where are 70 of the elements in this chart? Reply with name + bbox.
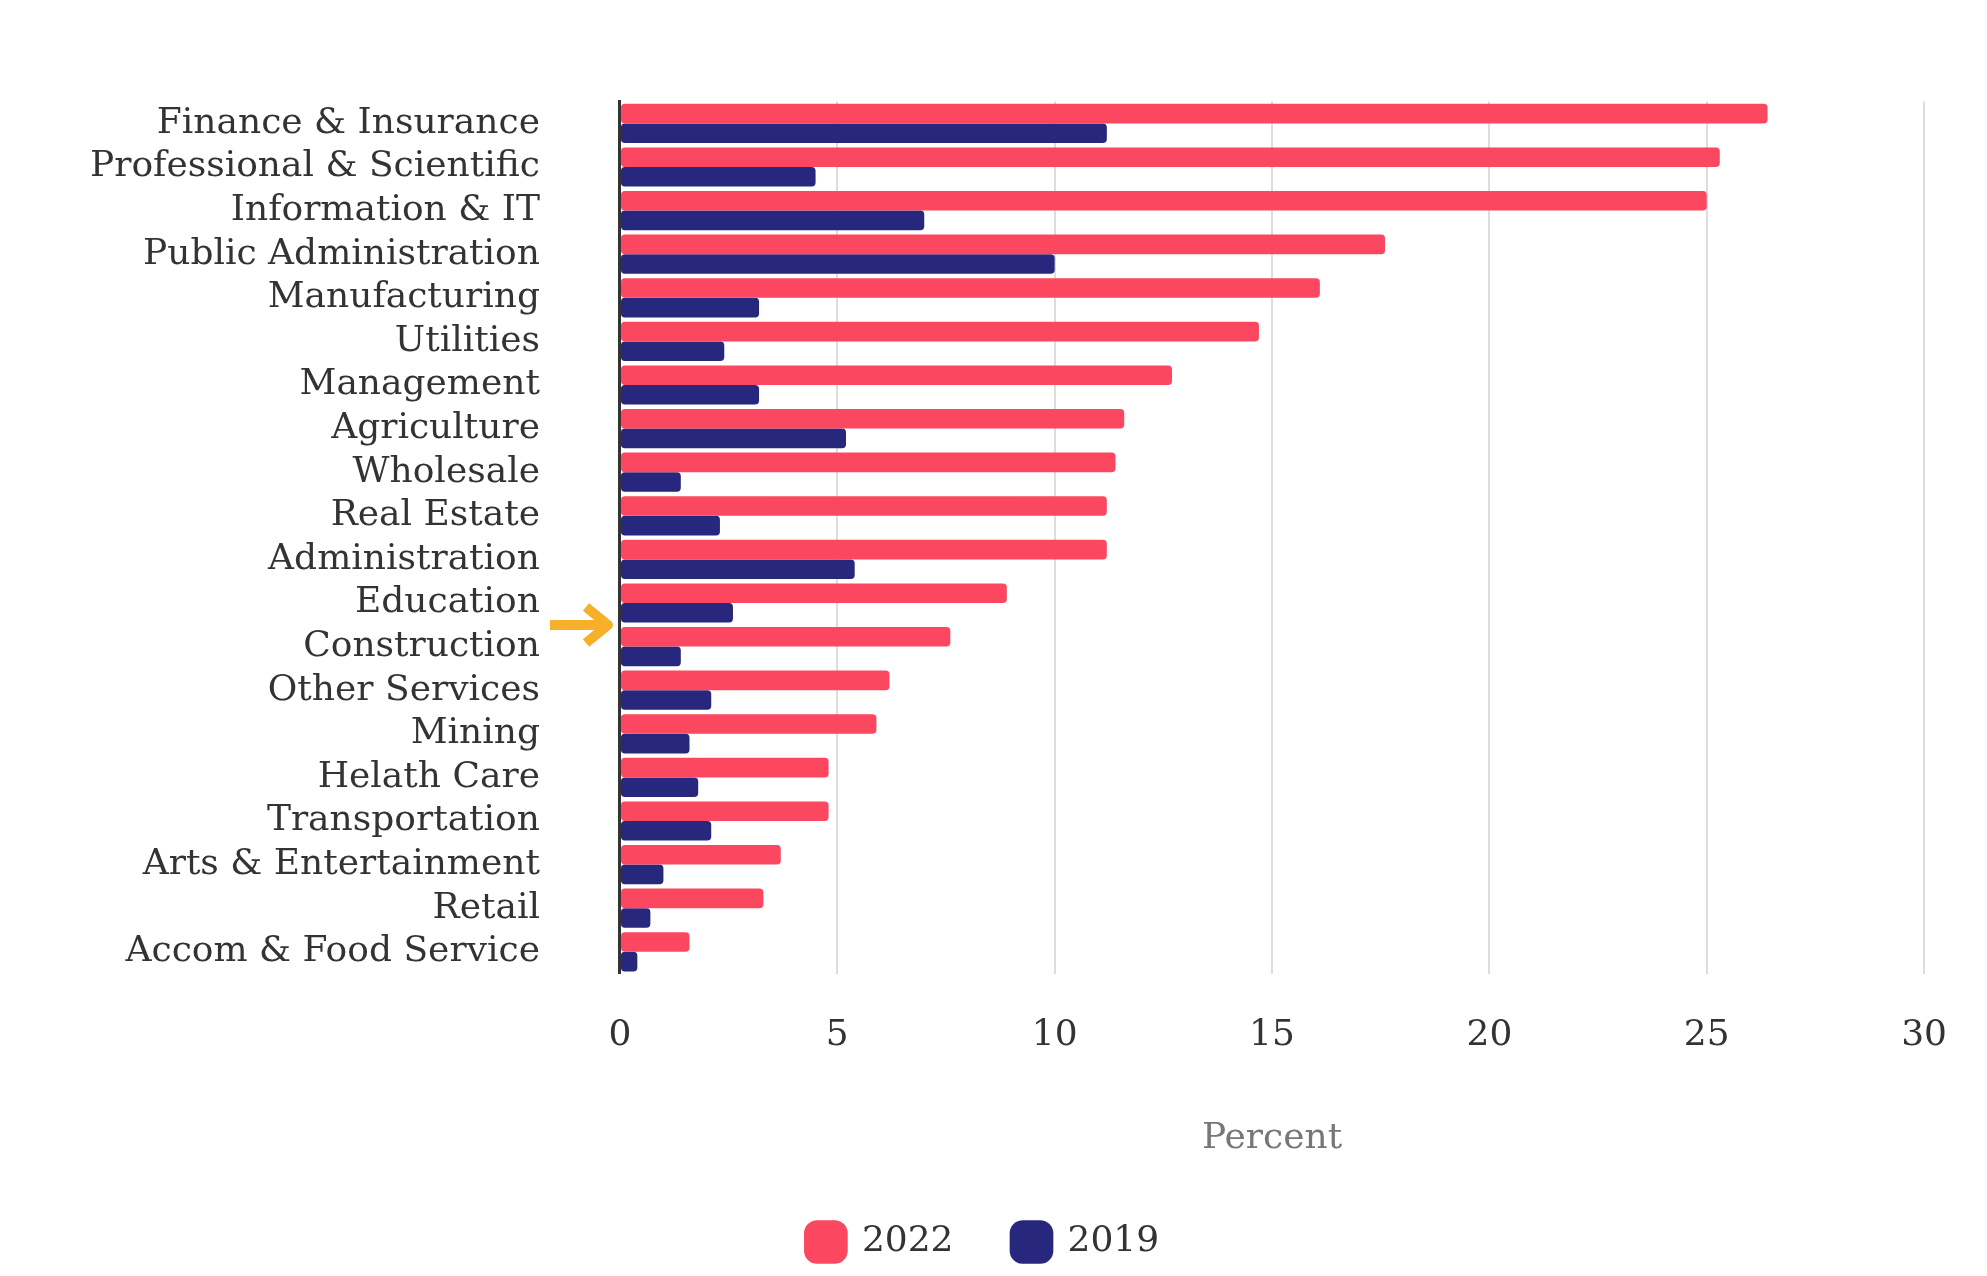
bar (620, 341, 725, 362)
legend-label: 2022 (861, 1218, 954, 1260)
x-tick-label: 15 (1249, 1011, 1295, 1053)
bar (620, 951, 638, 972)
bar (620, 234, 1386, 255)
bar (620, 908, 651, 928)
x-tick-label: 0 (608, 1011, 632, 1053)
y-tick-label: Helath Care (317, 753, 540, 795)
x-axis-title: Percent (1201, 1114, 1343, 1156)
y-tick-label: Information & IT (230, 186, 540, 228)
x-tick-label: 25 (1683, 1011, 1730, 1053)
bar (620, 888, 764, 909)
bar (620, 428, 846, 449)
y-tick-label: Professional & Scientific (89, 143, 540, 185)
y-tick-label: Accom & Food Service (124, 928, 540, 970)
bar (620, 626, 951, 647)
y-tick-label: Real Estate (330, 492, 540, 534)
bar (620, 167, 816, 187)
y-tick-label: Wholesale (352, 448, 540, 490)
bar (620, 801, 829, 821)
x-tick-label: 20 (1466, 1011, 1513, 1053)
y-tick-label: Public Administration (143, 230, 540, 272)
bar (620, 646, 681, 667)
bar (620, 559, 855, 580)
y-tick-label: Management (299, 361, 541, 403)
y-tick-label: Retail (432, 884, 540, 926)
bar (620, 690, 712, 710)
y-tick-label: Education (354, 579, 540, 621)
y-tick-label: Administration (267, 535, 540, 577)
x-tick-label: 5 (825, 1011, 849, 1053)
bar (620, 496, 1107, 516)
y-tick-label: Mining (410, 710, 540, 752)
bar (620, 932, 690, 952)
bar (620, 670, 890, 691)
bar (620, 408, 1125, 429)
y-tick-label: Arts & Entertainment (141, 840, 541, 882)
bar (620, 821, 712, 841)
y-tick-label: Manufacturing (267, 274, 540, 316)
bar (620, 385, 760, 405)
y-tick-label: Transportation (266, 797, 540, 839)
bar (620, 472, 681, 492)
bar (620, 278, 1320, 298)
y-tick-label: Utilities (394, 317, 540, 359)
bar (620, 365, 1173, 385)
bar (620, 147, 1720, 167)
bar (620, 210, 925, 231)
y-tick-label: Finance & Insurance (156, 99, 540, 141)
x-tick-label: 30 (1901, 1011, 1947, 1053)
bar (620, 103, 1768, 124)
y-tick-label: Agriculture (330, 404, 540, 446)
bar (620, 123, 1107, 144)
bar (620, 757, 829, 778)
legend-label: 2019 (1067, 1218, 1160, 1260)
bar (620, 777, 699, 798)
bar (620, 254, 1055, 274)
bar (620, 297, 760, 318)
bar (620, 714, 877, 734)
bar (620, 733, 690, 754)
bar (620, 452, 1116, 473)
bar (620, 515, 720, 536)
bar (620, 844, 781, 865)
x-tick-label: 10 (1031, 1011, 1078, 1053)
bar (620, 190, 1707, 211)
bar (620, 539, 1107, 560)
y-tick-label: Construction (303, 622, 540, 664)
bar (620, 321, 1259, 342)
y-tick-label: Other Services (267, 666, 540, 708)
bar (620, 603, 733, 623)
bar (620, 583, 1007, 603)
bar (620, 864, 664, 885)
